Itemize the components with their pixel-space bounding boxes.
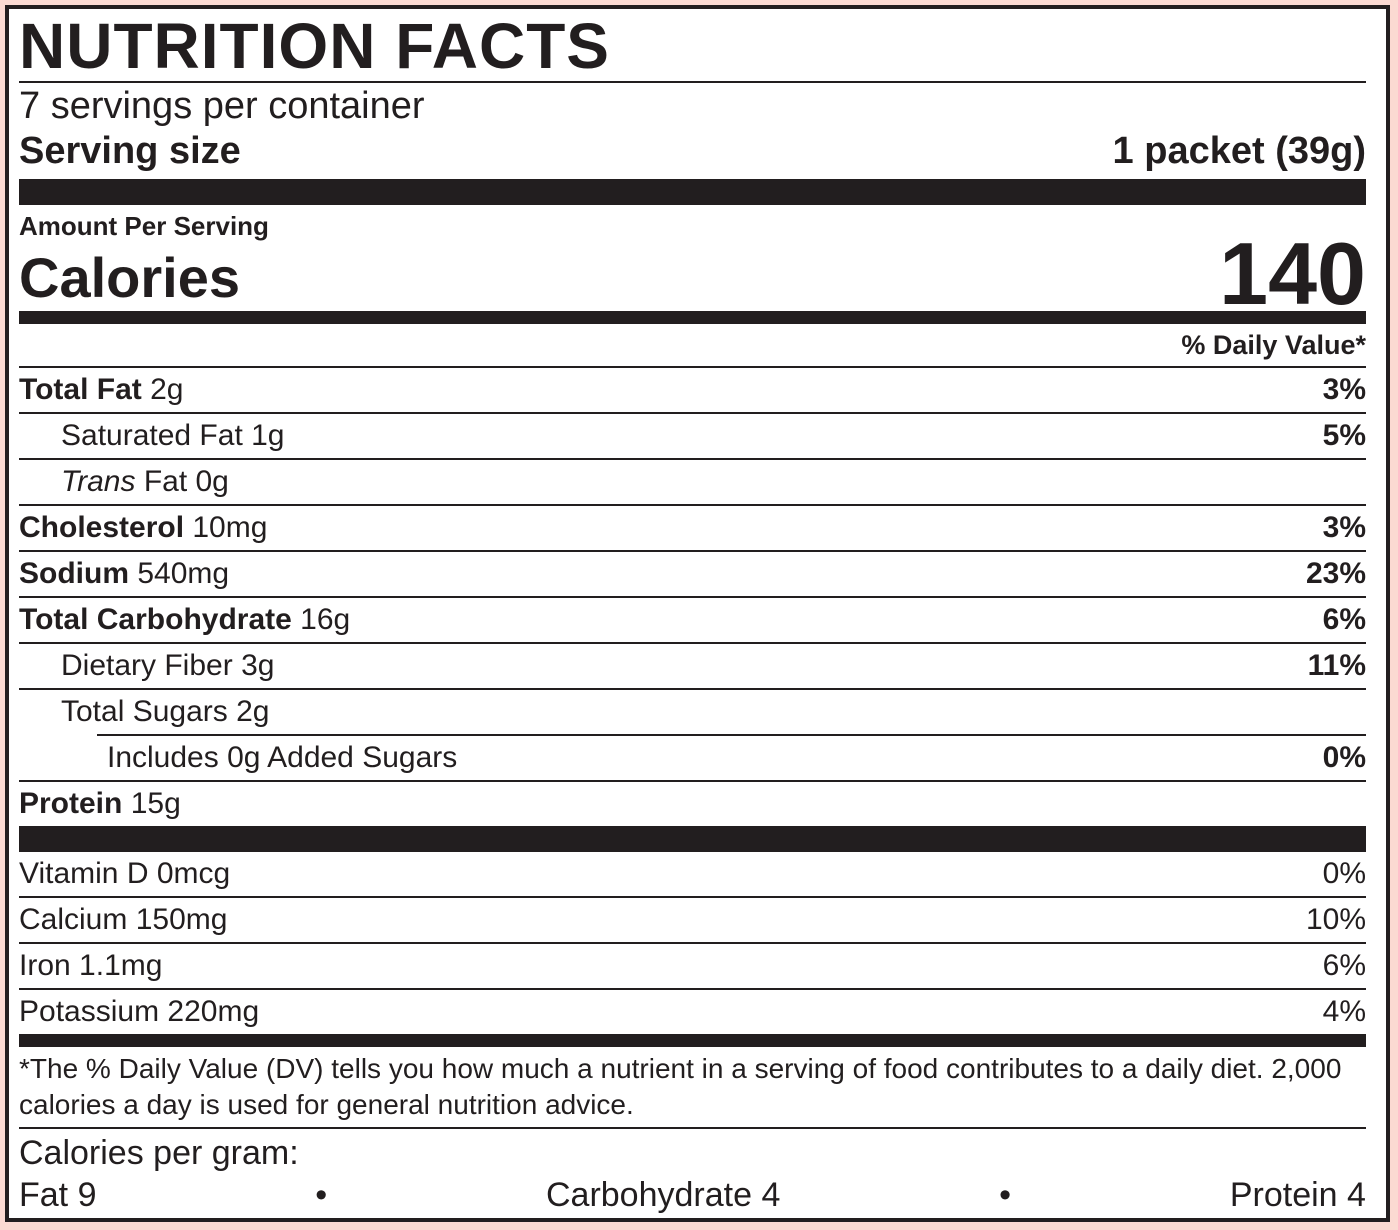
calories-per-gram-row: Fat 9 • Carbohydrate 4 • Protein 4 [19,1175,1366,1218]
micronutrient-dv: 0% [1322,857,1366,890]
micronutrient-dv: 4% [1322,995,1366,1028]
daily-value-footnote: *The % Daily Value (DV) tells you how mu… [19,1053,1342,1120]
indented-divider [97,734,1366,736]
nutrient-name: Includes 0g Added Sugars [107,741,458,774]
nutrient-name: Trans [61,465,136,498]
serving-size-value: 1 packet (39g) [1112,130,1366,172]
calories-label: Calories [19,246,240,309]
servings-per-container: 7 servings per container [19,85,425,127]
nutrient-name: Saturated Fat [61,419,243,452]
nutrient-amount: 15g [130,787,181,820]
nutrient-name: Total Sugars [61,695,228,728]
nutrition-facts-label: NUTRITION FACTS 7 servings per container… [5,5,1390,1222]
serving-size-row: Serving size 1 packet (39g) [19,129,1366,179]
separator-bar-thick [19,179,1366,205]
daily-value-header: % Daily Value* [19,324,1366,368]
nutrient-dv: 5% [1322,419,1366,452]
calories-per-gram-heading: Calories per gram: [19,1134,299,1172]
nutrient-dv: 6% [1322,603,1366,636]
micronutrient-row-calcium: Calcium 150mg 10% [19,896,1366,942]
micronutrient-dv: 6% [1322,949,1366,982]
calories-value: 140 [1219,224,1366,323]
nutrient-dv: 11% [1307,649,1366,682]
nutrient-name: Dietary Fiber [61,649,233,682]
micronutrient-amount: 1.1mg [79,949,163,982]
nutrient-amount: Fat 0g [143,465,229,498]
amount-per-serving-label: Amount Per Serving [19,211,269,241]
bullet-separator: • [315,1176,328,1214]
nutrient-amount: 10mg [192,511,268,544]
micronutrient-amount: 150mg [135,903,228,936]
nutrient-dv: 0% [1322,741,1366,774]
nutrient-name: Total Fat [19,373,142,406]
bullet-separator: • [999,1176,1012,1214]
nutrient-name: Sodium [19,557,129,590]
nutrient-amount: 16g [300,603,351,636]
serving-size-label: Serving size [19,130,241,172]
nutrient-row-protein: Protein 15g [19,780,1366,826]
micronutrient-dv: 10% [1305,903,1366,936]
nutrient-amount: 3g [241,649,275,682]
micronutrient-amount: 0mcg [156,857,231,890]
micronutrient-row-vitamin-d: Vitamin D 0mcg 0% [19,852,1366,896]
nutrient-amount: 540mg [137,557,230,590]
nutrient-row-total-fat: Total Fat 2g 3% [19,368,1366,412]
separator-bar-thick [19,826,1366,852]
nutrient-row-sodium: Sodium 540mg 23% [19,550,1366,596]
micronutrient-name: Vitamin D [19,857,149,890]
separator-bar-medium [19,311,1366,324]
micronutrient-row-potassium: Potassium 220mg 4% [19,988,1366,1034]
micronutrient-row-iron: Iron 1.1mg 6% [19,942,1366,988]
calories-row: Calories 140 [19,224,1366,323]
nutrient-row-added-sugars: Includes 0g Added Sugars 0% [19,736,1366,780]
nutrient-row-cholesterol: Cholesterol 10mg 3% [19,504,1366,550]
nutrient-name: Protein [19,787,123,820]
nutrient-row-total-sugars: Total Sugars 2g [19,688,1366,734]
nutrient-dv: 3% [1322,373,1366,406]
divider [19,1127,1366,1129]
cpg-protein: Protein 4 [1229,1176,1366,1214]
cpg-fat: Fat 9 [19,1176,97,1214]
nutrient-name: Total Carbohydrate [19,603,292,636]
nutrient-amount: 2g [236,695,270,728]
separator-bar-medium [19,1034,1366,1047]
nutrient-name: Cholesterol [19,511,185,544]
nutrient-row-trans-fat: Trans Fat 0g [19,458,1366,504]
nutrient-amount: 2g [150,373,184,406]
divider [19,81,1366,83]
nutrient-dv: 23% [1305,557,1366,590]
micronutrient-name: Calcium [19,903,128,936]
label-title: NUTRITION FACTS [19,10,610,82]
nutrient-row-saturated-fat: Saturated Fat 1g 5% [19,412,1366,458]
micronutrient-name: Iron [19,949,71,982]
cpg-carbohydrate: Carbohydrate 4 [545,1176,781,1214]
nutrient-amount: 1g [251,419,285,452]
nutrient-row-dietary-fiber: Dietary Fiber 3g 11% [19,642,1366,688]
micronutrient-name: Potassium [19,995,160,1028]
nutrient-row-total-carbohydrate: Total Carbohydrate 16g 6% [19,596,1366,642]
micronutrient-amount: 220mg [167,995,260,1028]
nutrient-dv: 3% [1322,511,1366,544]
